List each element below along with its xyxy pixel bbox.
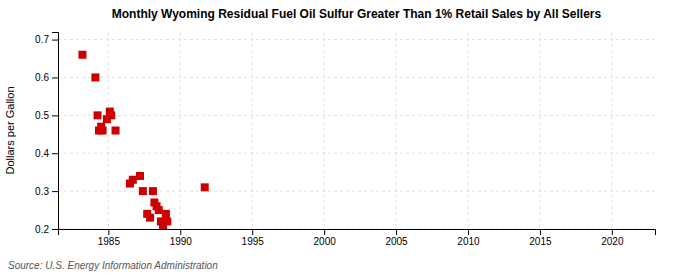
point <box>163 217 171 225</box>
x-axis: 1985 1990 1995 2000 2005 2010 2015 2020 <box>59 229 656 247</box>
annotation: Source: U.S. Energy Information Administ… <box>8 260 218 271</box>
tick: 0.5 <box>35 110 58 121</box>
point <box>146 214 154 222</box>
point <box>99 127 107 135</box>
tick-mark <box>540 229 541 235</box>
grid-line <box>611 32 612 229</box>
tick: 1990 <box>170 229 193 247</box>
points <box>78 51 208 229</box>
tick-mark <box>252 229 253 235</box>
tick: 0.7 <box>35 34 58 45</box>
point <box>149 187 157 195</box>
tick: 1985 <box>98 229 121 247</box>
tick-mark <box>52 40 58 41</box>
grid-line <box>58 115 655 116</box>
tick-label: 1990 <box>170 236 193 247</box>
tick-mark <box>108 229 109 235</box>
tick-label: 0.7 <box>35 34 49 45</box>
tick-mark <box>52 153 58 154</box>
point <box>94 111 102 119</box>
tick: 2015 <box>529 229 552 247</box>
point <box>136 172 144 180</box>
tick-mark <box>52 77 58 78</box>
grid-line <box>58 77 655 78</box>
tick: 2020 <box>601 229 624 247</box>
tick-label: 2020 <box>601 236 624 247</box>
tick-mark <box>52 229 58 230</box>
point <box>139 187 147 195</box>
point <box>155 206 163 214</box>
y-axis-title: Dollars per Gallon <box>4 86 16 174</box>
tick-mark <box>612 229 613 235</box>
tick: 0.2 <box>35 224 58 235</box>
tick: 2005 <box>385 229 408 247</box>
grid-line <box>467 32 468 229</box>
tick-label: 0.4 <box>35 148 49 159</box>
point <box>107 111 115 119</box>
tick-label: 2015 <box>529 236 552 247</box>
grid-line <box>58 191 655 192</box>
plot-area: 198519901995200020052010201520200.20.30.… <box>35 32 655 247</box>
tick: 0.6 <box>35 72 58 83</box>
tick-mark <box>52 115 58 116</box>
tick: 0.3 <box>35 186 58 197</box>
point <box>162 210 170 218</box>
tick-label: 2000 <box>314 236 337 247</box>
tick-label: 1985 <box>98 236 121 247</box>
point <box>129 176 137 184</box>
grid-line <box>58 153 655 154</box>
axis-line <box>59 230 656 236</box>
chart-container: 198519901995200020052010201520200.20.30.… <box>0 0 675 275</box>
tick-label: 0.3 <box>35 186 49 197</box>
tick: 2000 <box>314 229 337 247</box>
tick-label: 0.2 <box>35 224 49 235</box>
grid-line <box>539 32 540 229</box>
y-axis: 0.2 0.3 0.4 0.5 0.6 0.7 <box>35 33 58 235</box>
tick: 1995 <box>242 229 265 247</box>
grid-line <box>252 32 253 229</box>
tick-mark <box>324 229 325 235</box>
grid <box>58 32 655 229</box>
tick-label: 2010 <box>457 236 480 247</box>
grid-line <box>324 32 325 229</box>
chart-svg: 198519901995200020052010201520200.20.30.… <box>0 0 675 275</box>
tick: 0.4 <box>35 148 58 159</box>
point <box>78 51 86 59</box>
point <box>201 183 209 191</box>
tick-mark <box>468 229 469 235</box>
point <box>112 127 120 135</box>
axis-line <box>52 33 59 230</box>
tick-mark <box>396 229 397 235</box>
grid-line <box>108 32 109 229</box>
tick-label: 0.5 <box>35 110 49 121</box>
point <box>91 73 99 81</box>
tick-label: 0.6 <box>35 72 49 83</box>
chart-title: Monthly Wyoming Residual Fuel Oil Sulfur… <box>112 7 602 21</box>
grid-line <box>58 39 655 40</box>
grid-line <box>180 32 181 229</box>
tick: 2010 <box>457 229 480 247</box>
grid-line <box>396 32 397 229</box>
tick-mark <box>180 229 181 235</box>
tick-label: 2005 <box>385 236 408 247</box>
tick-mark <box>52 191 58 192</box>
tick-label: 1995 <box>242 236 265 247</box>
